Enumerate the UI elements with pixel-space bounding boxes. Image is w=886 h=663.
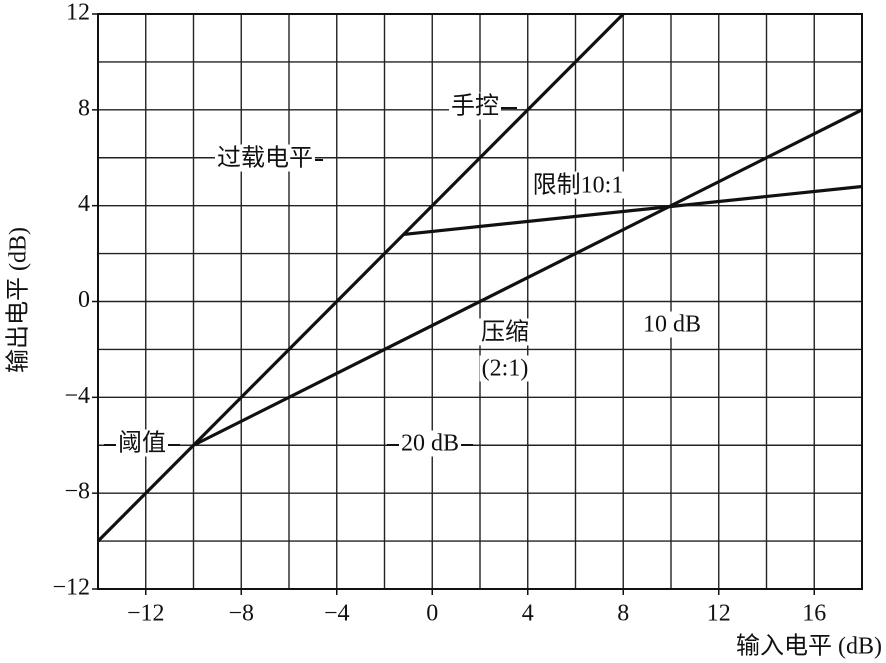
y-tick-label: 8 (78, 95, 90, 121)
x-tick-label: −4 (324, 601, 350, 627)
x-axis-label: 输入电平 (dB) (736, 633, 882, 660)
annotation: 10 dB (643, 312, 701, 338)
label-bg (116, 429, 168, 457)
x-tick-label: −12 (127, 601, 165, 627)
annotation: 过载电平 (217, 145, 313, 172)
y-tick-label: −8 (64, 479, 90, 505)
plot-border (97, 13, 863, 590)
curve (96, 12, 625, 543)
curve (403, 184, 863, 237)
annotation: 手控 (451, 93, 499, 120)
label-bg (530, 171, 626, 199)
x-tick-label: 4 (522, 601, 534, 627)
annotation: 20 dB (401, 431, 459, 457)
label-bg (449, 92, 501, 120)
y-tick-label: −4 (64, 383, 90, 409)
y-tick-label: 0 (78, 287, 90, 313)
x-tick-label: −8 (228, 601, 254, 627)
annotation: 限制10:1 (533, 172, 624, 199)
y-tick-label: 4 (78, 191, 90, 217)
y-tick-label: −12 (52, 575, 90, 601)
label-bg (479, 318, 531, 346)
x-tick-label: 0 (426, 601, 438, 627)
y-tick-label: 12 (66, 0, 90, 26)
y-axis-label: 输出电平 (dB) (5, 227, 32, 373)
annotation: 阈值 (118, 430, 166, 457)
x-tick-label: 12 (707, 601, 731, 627)
x-tick-label: 8 (617, 601, 629, 627)
label-bg (640, 311, 704, 338)
curve (192, 108, 863, 447)
x-tick-label: 16 (802, 601, 826, 627)
annotation: 压缩 (481, 319, 529, 346)
label-bg (215, 144, 315, 172)
label-bg (479, 355, 531, 382)
annotation: (2:1) (482, 356, 529, 382)
label-bg (398, 430, 462, 457)
